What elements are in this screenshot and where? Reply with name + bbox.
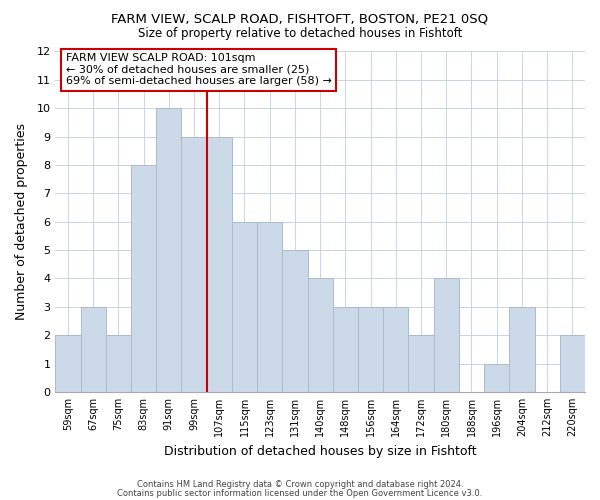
Bar: [232, 222, 257, 392]
Text: Size of property relative to detached houses in Fishtoft: Size of property relative to detached ho…: [138, 28, 462, 40]
Bar: [560, 335, 585, 392]
Bar: [509, 307, 535, 392]
Bar: [308, 278, 333, 392]
Bar: [156, 108, 181, 392]
Bar: [434, 278, 459, 392]
Bar: [383, 307, 409, 392]
Y-axis label: Number of detached properties: Number of detached properties: [15, 123, 28, 320]
Bar: [409, 335, 434, 392]
Text: FARM VIEW, SCALP ROAD, FISHTOFT, BOSTON, PE21 0SQ: FARM VIEW, SCALP ROAD, FISHTOFT, BOSTON,…: [112, 12, 488, 26]
Text: FARM VIEW SCALP ROAD: 101sqm
← 30% of detached houses are smaller (25)
69% of se: FARM VIEW SCALP ROAD: 101sqm ← 30% of de…: [66, 53, 332, 86]
Bar: [257, 222, 283, 392]
Bar: [181, 136, 206, 392]
Bar: [131, 165, 156, 392]
Bar: [80, 307, 106, 392]
X-axis label: Distribution of detached houses by size in Fishtoft: Distribution of detached houses by size …: [164, 444, 476, 458]
Bar: [206, 136, 232, 392]
Bar: [283, 250, 308, 392]
Bar: [55, 335, 80, 392]
Bar: [484, 364, 509, 392]
Bar: [333, 307, 358, 392]
Text: Contains HM Land Registry data © Crown copyright and database right 2024.: Contains HM Land Registry data © Crown c…: [137, 480, 463, 489]
Text: Contains public sector information licensed under the Open Government Licence v3: Contains public sector information licen…: [118, 488, 482, 498]
Bar: [358, 307, 383, 392]
Bar: [106, 335, 131, 392]
